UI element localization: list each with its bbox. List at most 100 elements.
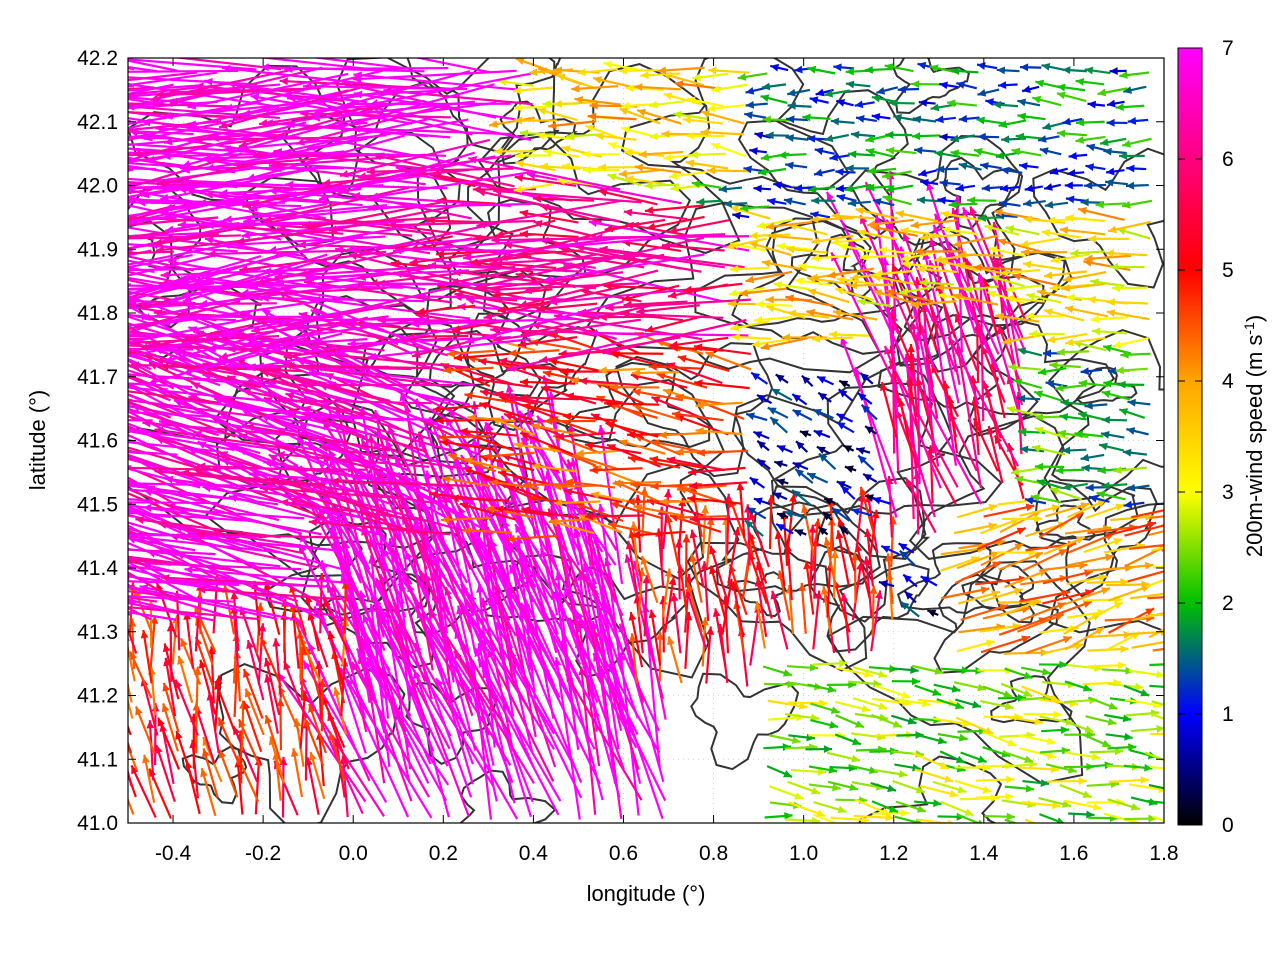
wind-arrow-shaft	[575, 245, 725, 269]
wind-arrow-head	[1128, 743, 1137, 752]
wind-arrow-head	[31, 505, 40, 512]
wind-arrow-shaft	[332, 650, 346, 704]
wind-arrow-head	[506, 364, 516, 372]
colorbar-tick-label: 4	[1222, 370, 1234, 393]
wind-arrow-head	[1103, 379, 1112, 388]
wind-arrow-head	[319, 444, 329, 453]
wind-arrow-head	[749, 477, 759, 486]
wind-arrow-head	[155, 245, 165, 254]
wind-arrow-head	[53, 287, 62, 295]
wind-arrow-head	[42, 85, 50, 93]
wind-arrow-shaft	[292, 612, 300, 669]
wind-arrow-head	[899, 287, 909, 296]
wind-arrow-head	[165, 225, 174, 234]
wind-arrow-head	[1106, 309, 1116, 317]
wind-arrow-shaft	[163, 116, 320, 144]
wind-arrow-head	[836, 413, 846, 421]
wind-arrow-shaft	[747, 531, 768, 584]
wind-arrow-head	[624, 148, 633, 157]
wind-arrow-shaft	[128, 267, 129, 270]
wind-arrow-shaft	[809, 524, 814, 585]
wind-arrow-head	[888, 805, 898, 813]
wind-arrow-head	[1113, 602, 1123, 610]
wind-arrow-shaft	[614, 480, 661, 503]
wind-arrow-head	[1056, 91, 1066, 100]
wind-arrow-shaft	[128, 300, 241, 331]
wind-arrow-shaft	[563, 489, 623, 504]
wind-arrow-head	[645, 325, 654, 333]
wind-arrow-head	[850, 130, 860, 139]
wind-arrow-shaft	[304, 397, 454, 471]
wind-arrow-head	[1005, 792, 1014, 801]
wind-arrow-head	[160, 362, 169, 371]
wind-arrow-head	[618, 66, 628, 75]
wind-arrow-head	[1019, 445, 1029, 454]
wind-arrow-head	[450, 277, 460, 286]
wind-arrow-head	[243, 668, 251, 678]
wind-arrow-head	[1115, 503, 1125, 512]
wind-arrow-shaft	[687, 497, 743, 505]
wind-arrow-shaft	[416, 304, 476, 314]
wind-arrow-shaft	[242, 668, 264, 719]
wind-arrow-shaft	[228, 495, 386, 537]
wind-arrow-shaft	[565, 673, 643, 801]
wind-arrow-head	[359, 247, 369, 256]
wind-arrow-head	[224, 103, 234, 112]
wind-arrow-shaft	[180, 179, 345, 190]
wind-arrow-head	[245, 338, 255, 347]
wind-arrow-head	[1017, 98, 1027, 107]
wind-arrow-head	[1019, 162, 1028, 170]
wind-arrow-head	[1105, 553, 1114, 562]
wind-arrow-head	[801, 504, 809, 514]
wind-arrow-head	[946, 99, 956, 108]
wind-arrow-head	[748, 511, 757, 521]
wind-arrow-head	[969, 375, 978, 385]
wind-arrow-head	[911, 677, 921, 686]
wind-arrow-head	[972, 700, 981, 709]
y-tick-label: 42.2	[77, 47, 118, 70]
wind-arrow-head	[706, 516, 715, 526]
wind-arrow-head	[824, 498, 834, 506]
wind-arrow-head	[982, 380, 990, 390]
wind-arrow-shaft	[457, 305, 618, 318]
wind-arrow-head	[811, 254, 820, 262]
y-tick-label: 41.9	[77, 238, 118, 261]
wind-arrow-head	[1100, 430, 1110, 439]
wind-arrow-head	[656, 372, 666, 380]
wind-arrow-shaft	[176, 534, 340, 552]
wind-arrow-shaft	[290, 320, 449, 328]
wind-arrow-head	[56, 222, 65, 230]
wind-arrow-shaft	[128, 429, 235, 452]
wind-arrow-shaft	[870, 590, 882, 652]
wind-arrow-head	[982, 785, 992, 794]
wind-arrow-shaft	[128, 770, 137, 798]
wind-arrow-head	[815, 88, 825, 97]
wind-arrow-shaft	[859, 214, 921, 350]
wind-arrow-head	[884, 63, 894, 71]
wind-arrow-head	[597, 503, 606, 513]
wind-arrow-head	[264, 715, 273, 725]
wind-arrow-head	[1050, 694, 1060, 702]
wind-arrow-shaft	[246, 134, 406, 181]
wind-arrow-shaft	[453, 650, 535, 784]
wind-arrow-shaft	[672, 592, 682, 654]
wind-arrow-head	[328, 731, 337, 741]
wind-arrow-head	[73, 419, 82, 427]
wind-arrow-head	[68, 581, 77, 589]
wind-arrow-head	[951, 67, 960, 76]
wind-arrow-head	[897, 85, 906, 94]
wind-arrow-shaft	[644, 204, 704, 213]
wind-arrow-head	[498, 78, 507, 86]
wind-arrow-shaft	[298, 543, 369, 687]
wind-arrow-shaft	[517, 336, 578, 347]
wind-arrow-head	[3, 256, 12, 264]
wind-arrow-head	[323, 598, 331, 608]
wind-arrow-shaft	[640, 555, 659, 604]
wind-arrow-shaft	[866, 493, 879, 554]
wind-arrow-head	[242, 201, 252, 209]
wind-arrow-head	[935, 115, 944, 124]
wind-arrow-head	[1087, 295, 1097, 304]
wind-arrow-head	[272, 638, 281, 647]
wind-arrow-head	[1023, 689, 1033, 697]
wind-arrow-shaft	[178, 188, 342, 205]
